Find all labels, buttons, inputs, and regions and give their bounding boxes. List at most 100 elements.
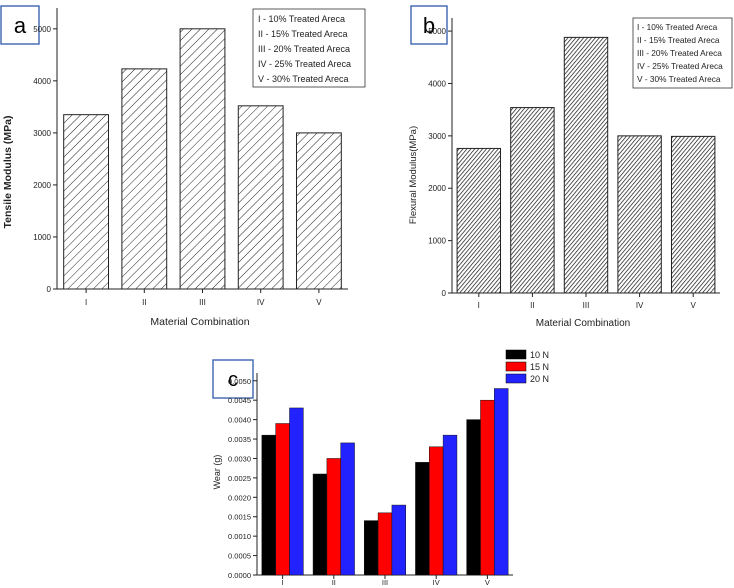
y-tick-label-c: 0.0030 xyxy=(228,454,251,463)
bar-c-15n-iv xyxy=(429,446,444,576)
x-tick-label-b: II xyxy=(530,301,534,310)
panel-label-box-b xyxy=(410,5,448,45)
legend-swatch-20n xyxy=(505,373,527,384)
bar-b-v xyxy=(670,135,716,294)
panel-label-box-c xyxy=(212,359,254,399)
y-tick-label-b: 2000 xyxy=(428,184,446,193)
legend-entry-15n: 15 N xyxy=(530,362,549,372)
bar-c-10n-v xyxy=(466,419,481,576)
plot-area-c: 0.0000 0.0005 0.0010 0.0015 0.0020 0.0025 0.00… xyxy=(228,373,513,587)
y-tick-label-c: 0.0045 xyxy=(228,396,251,405)
y-tick-label-c: 0.0035 xyxy=(228,435,251,444)
legend-swatch-15n xyxy=(505,361,527,372)
bar-b-iv xyxy=(617,135,662,294)
legend-entry-a-2: II - 15% Treated Areca xyxy=(258,29,348,39)
y-axis-label-c: Wear (g) xyxy=(212,455,222,490)
bar-c-15n-ii xyxy=(326,458,341,576)
x-tick-label-b: V xyxy=(691,301,697,310)
legend-entry-a-1: I - 10% Treated Areca xyxy=(258,14,345,24)
y-tick-label-c: 0.0020 xyxy=(228,493,251,502)
bar-c-10n-ii xyxy=(312,473,328,576)
legend-entry-b-4: IV - 25% Treated Areca xyxy=(637,61,723,71)
y-tick-label-a: 1000 xyxy=(33,233,51,242)
legend-c: 10 N 15 N 20 N xyxy=(505,349,549,384)
bar-c-20n-ii xyxy=(340,442,355,576)
x-tick-label-a: IV xyxy=(257,298,265,307)
bar-c-20n-v xyxy=(494,388,509,576)
y-tick-label-a: 5000 xyxy=(33,25,51,34)
y-tick-label-c: 0.0025 xyxy=(228,474,251,483)
y-tick-label-b: 5000 xyxy=(428,27,446,36)
panel-label-b: b xyxy=(423,13,435,38)
bar-b-i xyxy=(456,147,502,294)
y-tick-label-a: 0 xyxy=(47,285,52,294)
x-tick-label-c: I xyxy=(282,578,284,587)
y-axis-label-a: Tensile Modulus (MPa) xyxy=(2,116,14,229)
panel-label-a: a xyxy=(14,13,27,38)
bar-c-20n-iv xyxy=(442,434,458,576)
bar-c-15n-v xyxy=(480,399,495,576)
x-tick-label-a: I xyxy=(85,298,87,307)
legend-b: I - 10% Treated Areca II - 15% Treated A… xyxy=(632,17,733,89)
x-axis-label-b: Material Combination xyxy=(536,318,631,329)
bar-a-v xyxy=(295,132,342,290)
legend-entry-a-3: III - 20% Treated Areca xyxy=(258,44,350,54)
panel-label-c: c xyxy=(228,369,238,391)
legend-entry-20n: 20 N xyxy=(530,374,549,384)
x-tick-label-c: V xyxy=(485,578,490,587)
bar-b-iii xyxy=(563,36,609,294)
legend-swatch-10n xyxy=(505,349,527,360)
x-tick-label-c: IV xyxy=(433,578,440,587)
x-tick-label-a: V xyxy=(316,298,322,307)
x-tick-label-c: II xyxy=(332,578,336,587)
x-tick-label-c: III xyxy=(382,578,388,587)
legend-box-a xyxy=(252,8,366,88)
bar-c-10n-iv xyxy=(415,462,430,576)
x-tick-label-a: III xyxy=(199,298,206,307)
bar-b-ii xyxy=(510,107,555,294)
y-tick-label-a: 4000 xyxy=(33,77,51,86)
legend-entry-a-4: IV - 25% Treated Areca xyxy=(258,59,351,69)
legend-entry-b-1: I - 10% Treated Areca xyxy=(637,22,718,32)
y-tick-label-b: 3000 xyxy=(428,132,446,141)
y-tick-label-b: 4000 xyxy=(428,79,446,88)
bar-a-ii xyxy=(121,68,168,290)
x-tick-label-a: II xyxy=(142,298,146,307)
y-tick-label-a: 3000 xyxy=(33,129,51,138)
x-tick-label-b: III xyxy=(583,301,590,310)
legend-entry-b-3: III - 20% Treated Areca xyxy=(637,48,722,58)
bar-c-20n-iii xyxy=(391,504,406,576)
legend-entry-b-5: V - 30% Treated Areca xyxy=(637,74,721,84)
x-axis-label-a: Material Combination xyxy=(150,316,249,328)
y-tick-label-c: 0.0010 xyxy=(228,532,251,541)
bar-a-iii xyxy=(179,28,226,290)
legend-entry-a-5: V - 30% Treated Areca xyxy=(258,74,349,84)
x-tick-label-b: IV xyxy=(636,301,644,310)
bar-c-10n-i xyxy=(261,434,276,576)
legend-entry-10n: 10 N xyxy=(530,350,549,360)
legend-entry-b-2: II - 15% Treated Areca xyxy=(637,35,720,45)
panel-label-box-a xyxy=(0,5,40,45)
y-tick-label-c: 0.0040 xyxy=(228,416,251,425)
y-tick-label-c: 0.0050 xyxy=(228,377,251,386)
bar-c-15n-iii xyxy=(377,512,393,576)
bar-c-15n-i xyxy=(275,423,290,576)
legend-box-b xyxy=(632,17,733,89)
chart-panel-c: c 0.00000.00050.00100.00150.00200.00250.… xyxy=(212,349,549,587)
bar-a-iv xyxy=(237,105,284,290)
bar-a-i xyxy=(63,114,110,290)
bar-c-20n-i xyxy=(289,407,304,576)
y-tick-label-c: 0.0005 xyxy=(228,552,251,561)
y-tick-label-b: 0 xyxy=(442,289,447,298)
y-tick-label-c: 0.0000 xyxy=(228,571,251,580)
x-tick-label-b: I xyxy=(478,301,480,310)
y-axis-label-b: Flexural Modulus(MPa) xyxy=(408,126,419,224)
y-tick-label-c: 0.0015 xyxy=(228,513,251,522)
legend-a: I - 10% Treated Areca II - 15% Treated A… xyxy=(252,8,366,88)
bar-c-10n-iii xyxy=(364,520,379,576)
